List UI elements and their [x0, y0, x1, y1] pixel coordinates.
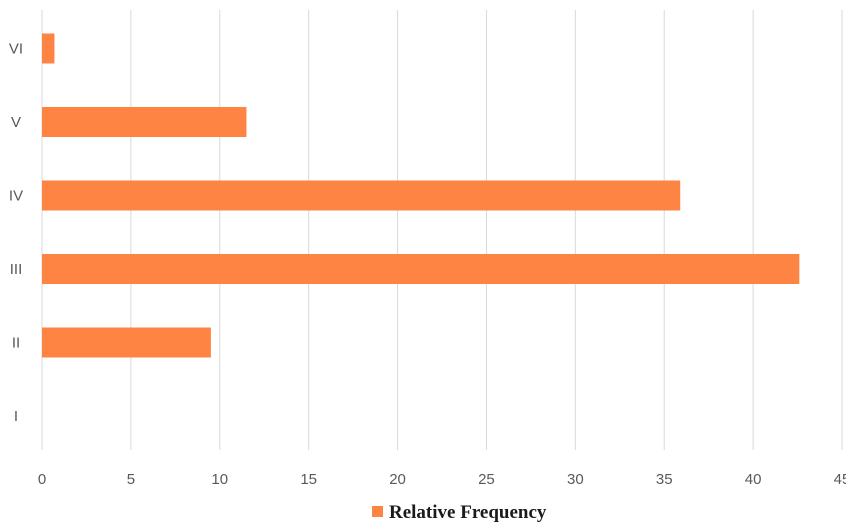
- x-tick-label-4: 20: [389, 471, 406, 488]
- legend: Relative Frequency: [372, 502, 547, 523]
- x-tick-label-1: 5: [127, 471, 135, 488]
- y-tick-label-V: V: [11, 114, 21, 131]
- x-tick-label-6: 30: [567, 471, 584, 488]
- x-tick-label-8: 40: [745, 471, 762, 488]
- x-tick-label-7: 35: [656, 471, 673, 488]
- y-tick-label-I: I: [14, 408, 18, 425]
- bar-III: [42, 254, 800, 284]
- bar-VI: [42, 33, 55, 64]
- x-axis-tick-labels: 0 5 10 15 20 25 30 35 40 45: [38, 471, 846, 488]
- bar-IV: [42, 180, 681, 211]
- bars: [42, 33, 800, 358]
- x-tick-label-2: 10: [211, 471, 228, 488]
- x-tick-label-9: 45: [834, 471, 846, 488]
- x-tick-label-5: 25: [478, 471, 495, 488]
- gridlines: [41, 10, 843, 450]
- bar-II: [42, 327, 211, 358]
- legend-swatch: [372, 506, 383, 517]
- y-tick-label-III: III: [10, 261, 23, 278]
- x-tick-label-3: 15: [300, 471, 317, 488]
- legend-label: Relative Frequency: [389, 502, 547, 523]
- y-tick-label-IV: IV: [9, 188, 23, 205]
- bar-V: [42, 107, 247, 137]
- y-tick-label-II: II: [12, 335, 20, 352]
- x-tick-label-0: 0: [38, 471, 46, 488]
- y-tick-label-VI: VI: [9, 41, 23, 58]
